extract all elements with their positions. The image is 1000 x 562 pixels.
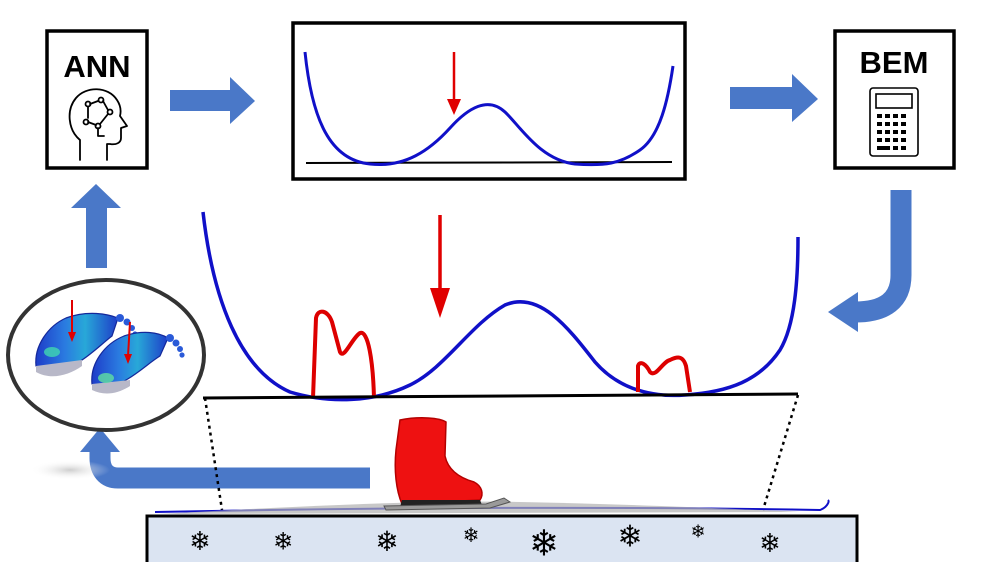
flow-arrow-profile-to-bem <box>730 74 818 122</box>
preview-profile-curve <box>303 51 675 167</box>
snowflake-icon: ❄ <box>463 523 480 547</box>
profile-preview-box <box>291 21 687 181</box>
main-profile <box>201 211 800 402</box>
ice-skate-boot-icon <box>383 417 512 511</box>
snowflake-icon: ❄ <box>529 524 559 562</box>
main-load-arrow <box>430 215 450 318</box>
foot-pressure-map-icon <box>35 300 185 394</box>
preview-load-arrow <box>447 52 461 115</box>
bem-label: BEM <box>860 45 929 80</box>
snowflake-icon: ❄ <box>273 527 293 555</box>
shadow <box>30 460 110 480</box>
projection-lines <box>203 394 800 511</box>
flow-arrow-ann-to-profile <box>170 77 255 124</box>
flow-arrow-footprint-to-ann <box>71 184 121 268</box>
left-pressure-peak <box>311 309 376 399</box>
calculator-icon <box>869 87 919 157</box>
right-pressure-peak <box>636 355 692 393</box>
blade-baseline <box>202 392 799 400</box>
ann-label: ANN <box>63 49 130 84</box>
ice-block <box>145 499 859 562</box>
main-profile-curve <box>201 211 800 402</box>
flow-arrow-skate-to-footprint <box>80 428 370 489</box>
snowflake-icon: ❄ <box>617 520 642 555</box>
snowflake-icon: ❄ <box>375 525 398 558</box>
snowflakes: ❄ ❄ ❄ ❄ ❄ ❄ ❄ ❄ <box>189 520 781 562</box>
bem-box: BEM <box>833 29 956 170</box>
snowflake-icon: ❄ <box>759 529 781 559</box>
ann-box: ANN <box>45 29 149 170</box>
snowflake-icon: ❄ <box>189 527 211 557</box>
snowflake-icon: ❄ <box>690 521 705 542</box>
footprint-panel <box>6 278 206 432</box>
brain-head-icon <box>68 88 128 161</box>
flow-arrow-bem-to-profile <box>828 190 912 332</box>
